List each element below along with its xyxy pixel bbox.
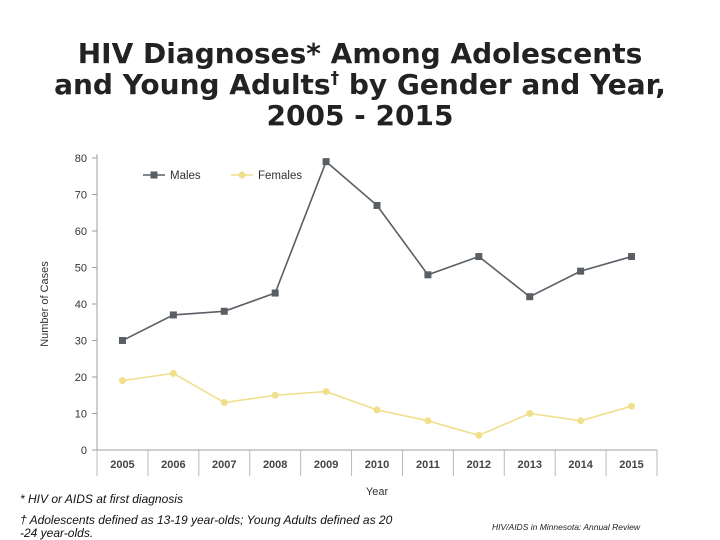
females-point-2005	[118, 377, 126, 385]
males-point-2005	[118, 337, 126, 344]
females-point-2012	[475, 431, 483, 439]
x-tick-label-2011: 2011	[416, 459, 440, 471]
males-point-2009	[322, 158, 330, 166]
females-series-line	[122, 372, 632, 437]
x-axis-title: Year	[366, 486, 389, 498]
title-line-3: 2005 - 2015	[266, 99, 454, 132]
y-tick-label-0: 0	[81, 445, 87, 457]
x-tick-label-2012: 2012	[467, 459, 491, 471]
legend-females-label: Females	[258, 170, 302, 182]
title-line-2b: by Gender and Year,	[339, 68, 666, 101]
footnote-first-diagnosis: * HIV or AIDS at first diagnosis	[20, 492, 183, 506]
y-tick-label-10: 10	[75, 409, 87, 421]
males-point-2015	[628, 253, 636, 261]
line-chart: 0 10 20 30 40 50 60 70 80 2005 2006 2007 2008 2009 201…	[39, 153, 658, 498]
males-point-2014	[577, 267, 585, 275]
males-point-2008	[271, 289, 279, 297]
page-title: HIV Diagnoses* Among Adolescents and You…	[20, 38, 700, 131]
females-point-2009	[322, 388, 330, 396]
females-point-2010	[373, 406, 381, 414]
y-axis-title: Number of Cases	[39, 261, 51, 347]
x-tick-label-2005: 2005	[110, 459, 134, 471]
y-tick-label-70: 70	[75, 190, 87, 202]
y-tick-label-50: 50	[75, 263, 87, 275]
x-tick-label-2010: 2010	[365, 459, 389, 471]
y-tick-label-40: 40	[75, 299, 87, 311]
y-tick-label-60: 60	[75, 226, 87, 238]
title-dagger: †	[330, 68, 340, 89]
females-point-2011	[424, 417, 432, 425]
title-line-1: HIV Diagnoses* Among Adolescents	[77, 37, 643, 70]
males-point-2013	[526, 293, 534, 301]
males-series-line	[122, 160, 632, 342]
females-point-2006	[169, 369, 177, 377]
y-tick-label-30: 30	[75, 336, 87, 348]
females-point-2013	[526, 410, 534, 417]
source-citation: HIV/AIDS in Minnesota: Annual Review	[492, 522, 641, 532]
x-tick-label-2013: 2013	[517, 459, 541, 471]
y-tick-label-80: 80	[75, 153, 87, 165]
females-point-2008	[271, 391, 279, 399]
males-point-2007	[220, 307, 228, 315]
footnote-age-definition: † Adolescents defined as 13-19 year-olds…	[20, 513, 393, 540]
x-tick-label-2008: 2008	[263, 459, 287, 471]
males-point-2012	[475, 253, 483, 261]
females-point-2014	[577, 417, 585, 425]
title-line-2: and Young Adults† by Gender and Year,	[20, 69, 700, 100]
x-tick-label-2014: 2014	[568, 459, 593, 471]
females-point-2015	[628, 402, 636, 410]
x-tick-label-2006: 2006	[161, 459, 185, 471]
legend-males-label: Males	[170, 170, 201, 182]
x-tick-label-2015: 2015	[619, 459, 643, 471]
y-tick-label-20: 20	[75, 372, 87, 384]
males-point-2011	[424, 271, 432, 279]
x-tick-label-2007: 2007	[212, 459, 236, 471]
x-tick-label-2009: 2009	[314, 459, 338, 471]
legend-males-marker	[150, 171, 158, 179]
females-point-2007	[220, 399, 228, 407]
legend-females-marker	[238, 171, 246, 179]
title-line-2a: and Young Adults	[54, 68, 331, 101]
males-point-2010	[373, 201, 381, 209]
males-point-2006	[169, 311, 177, 319]
